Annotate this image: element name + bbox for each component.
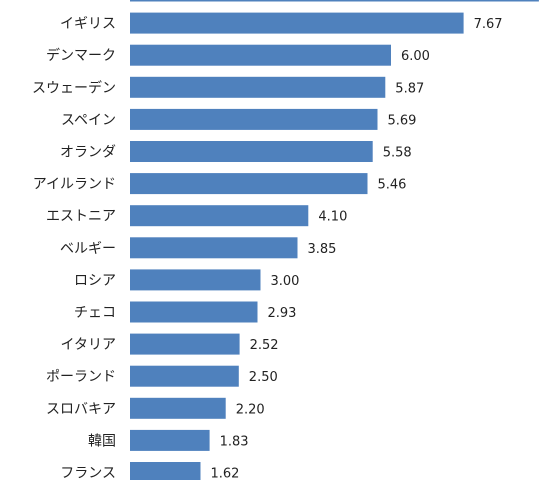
category-label: イタリア — [61, 337, 116, 353]
bars-group — [130, 0, 539, 480]
value-label: 2.52 — [250, 338, 279, 353]
category-label: スウェーデン — [32, 79, 116, 96]
bar — [130, 462, 201, 480]
bar — [130, 333, 240, 355]
category-label: チェコ — [74, 305, 116, 321]
bar — [130, 44, 391, 66]
category-label: アイルランド — [33, 177, 116, 193]
value-label: 1.62 — [211, 467, 240, 480]
bar — [130, 0, 539, 2]
value-label: 6.00 — [401, 49, 430, 64]
value-labels-group: 7.67 6.00 5.87 5.69 5.58 5.46 4.10 3.85 3.00 2.93… — [211, 17, 503, 480]
bar — [130, 76, 386, 98]
value-label: 7.67 — [474, 17, 503, 32]
category-label: ロシア — [74, 273, 116, 289]
bar — [130, 429, 210, 451]
category-label: スペイン — [61, 112, 116, 128]
value-label: 5.69 — [388, 113, 417, 128]
value-label: 5.46 — [378, 178, 407, 193]
bar — [130, 205, 309, 227]
value-label: 3.85 — [308, 242, 337, 257]
category-label: イギリス — [60, 16, 116, 32]
category-labels-group: イギリスデンマークスウェーデンスペインオランダアイルランドエストニアベルギーロシ… — [32, 16, 116, 480]
value-label: 5.58 — [383, 146, 412, 161]
category-label: エストニア — [46, 209, 116, 225]
bar — [130, 301, 258, 323]
category-label: スロバキア — [46, 401, 116, 417]
category-label: デンマーク — [46, 47, 116, 64]
value-label: 4.10 — [318, 210, 347, 225]
value-label: 3.00 — [271, 274, 300, 289]
bar — [130, 237, 298, 259]
bar — [130, 108, 378, 130]
value-label: 2.50 — [249, 370, 278, 385]
value-label: 2.93 — [268, 306, 297, 321]
category-label: フランス — [60, 466, 116, 480]
bar — [130, 365, 239, 387]
bar — [130, 141, 373, 162]
bar — [130, 12, 464, 34]
value-label: 2.20 — [236, 402, 265, 417]
category-label: オランダ — [60, 145, 116, 161]
category-label: ポーランド — [46, 369, 116, 385]
category-label: ベルギー — [60, 241, 116, 257]
bar — [130, 173, 368, 195]
value-label: 1.83 — [220, 434, 249, 449]
bar — [130, 269, 261, 291]
value-label: 5.87 — [395, 81, 424, 96]
category-label: 韓国 — [88, 433, 116, 449]
bar — [130, 397, 226, 419]
